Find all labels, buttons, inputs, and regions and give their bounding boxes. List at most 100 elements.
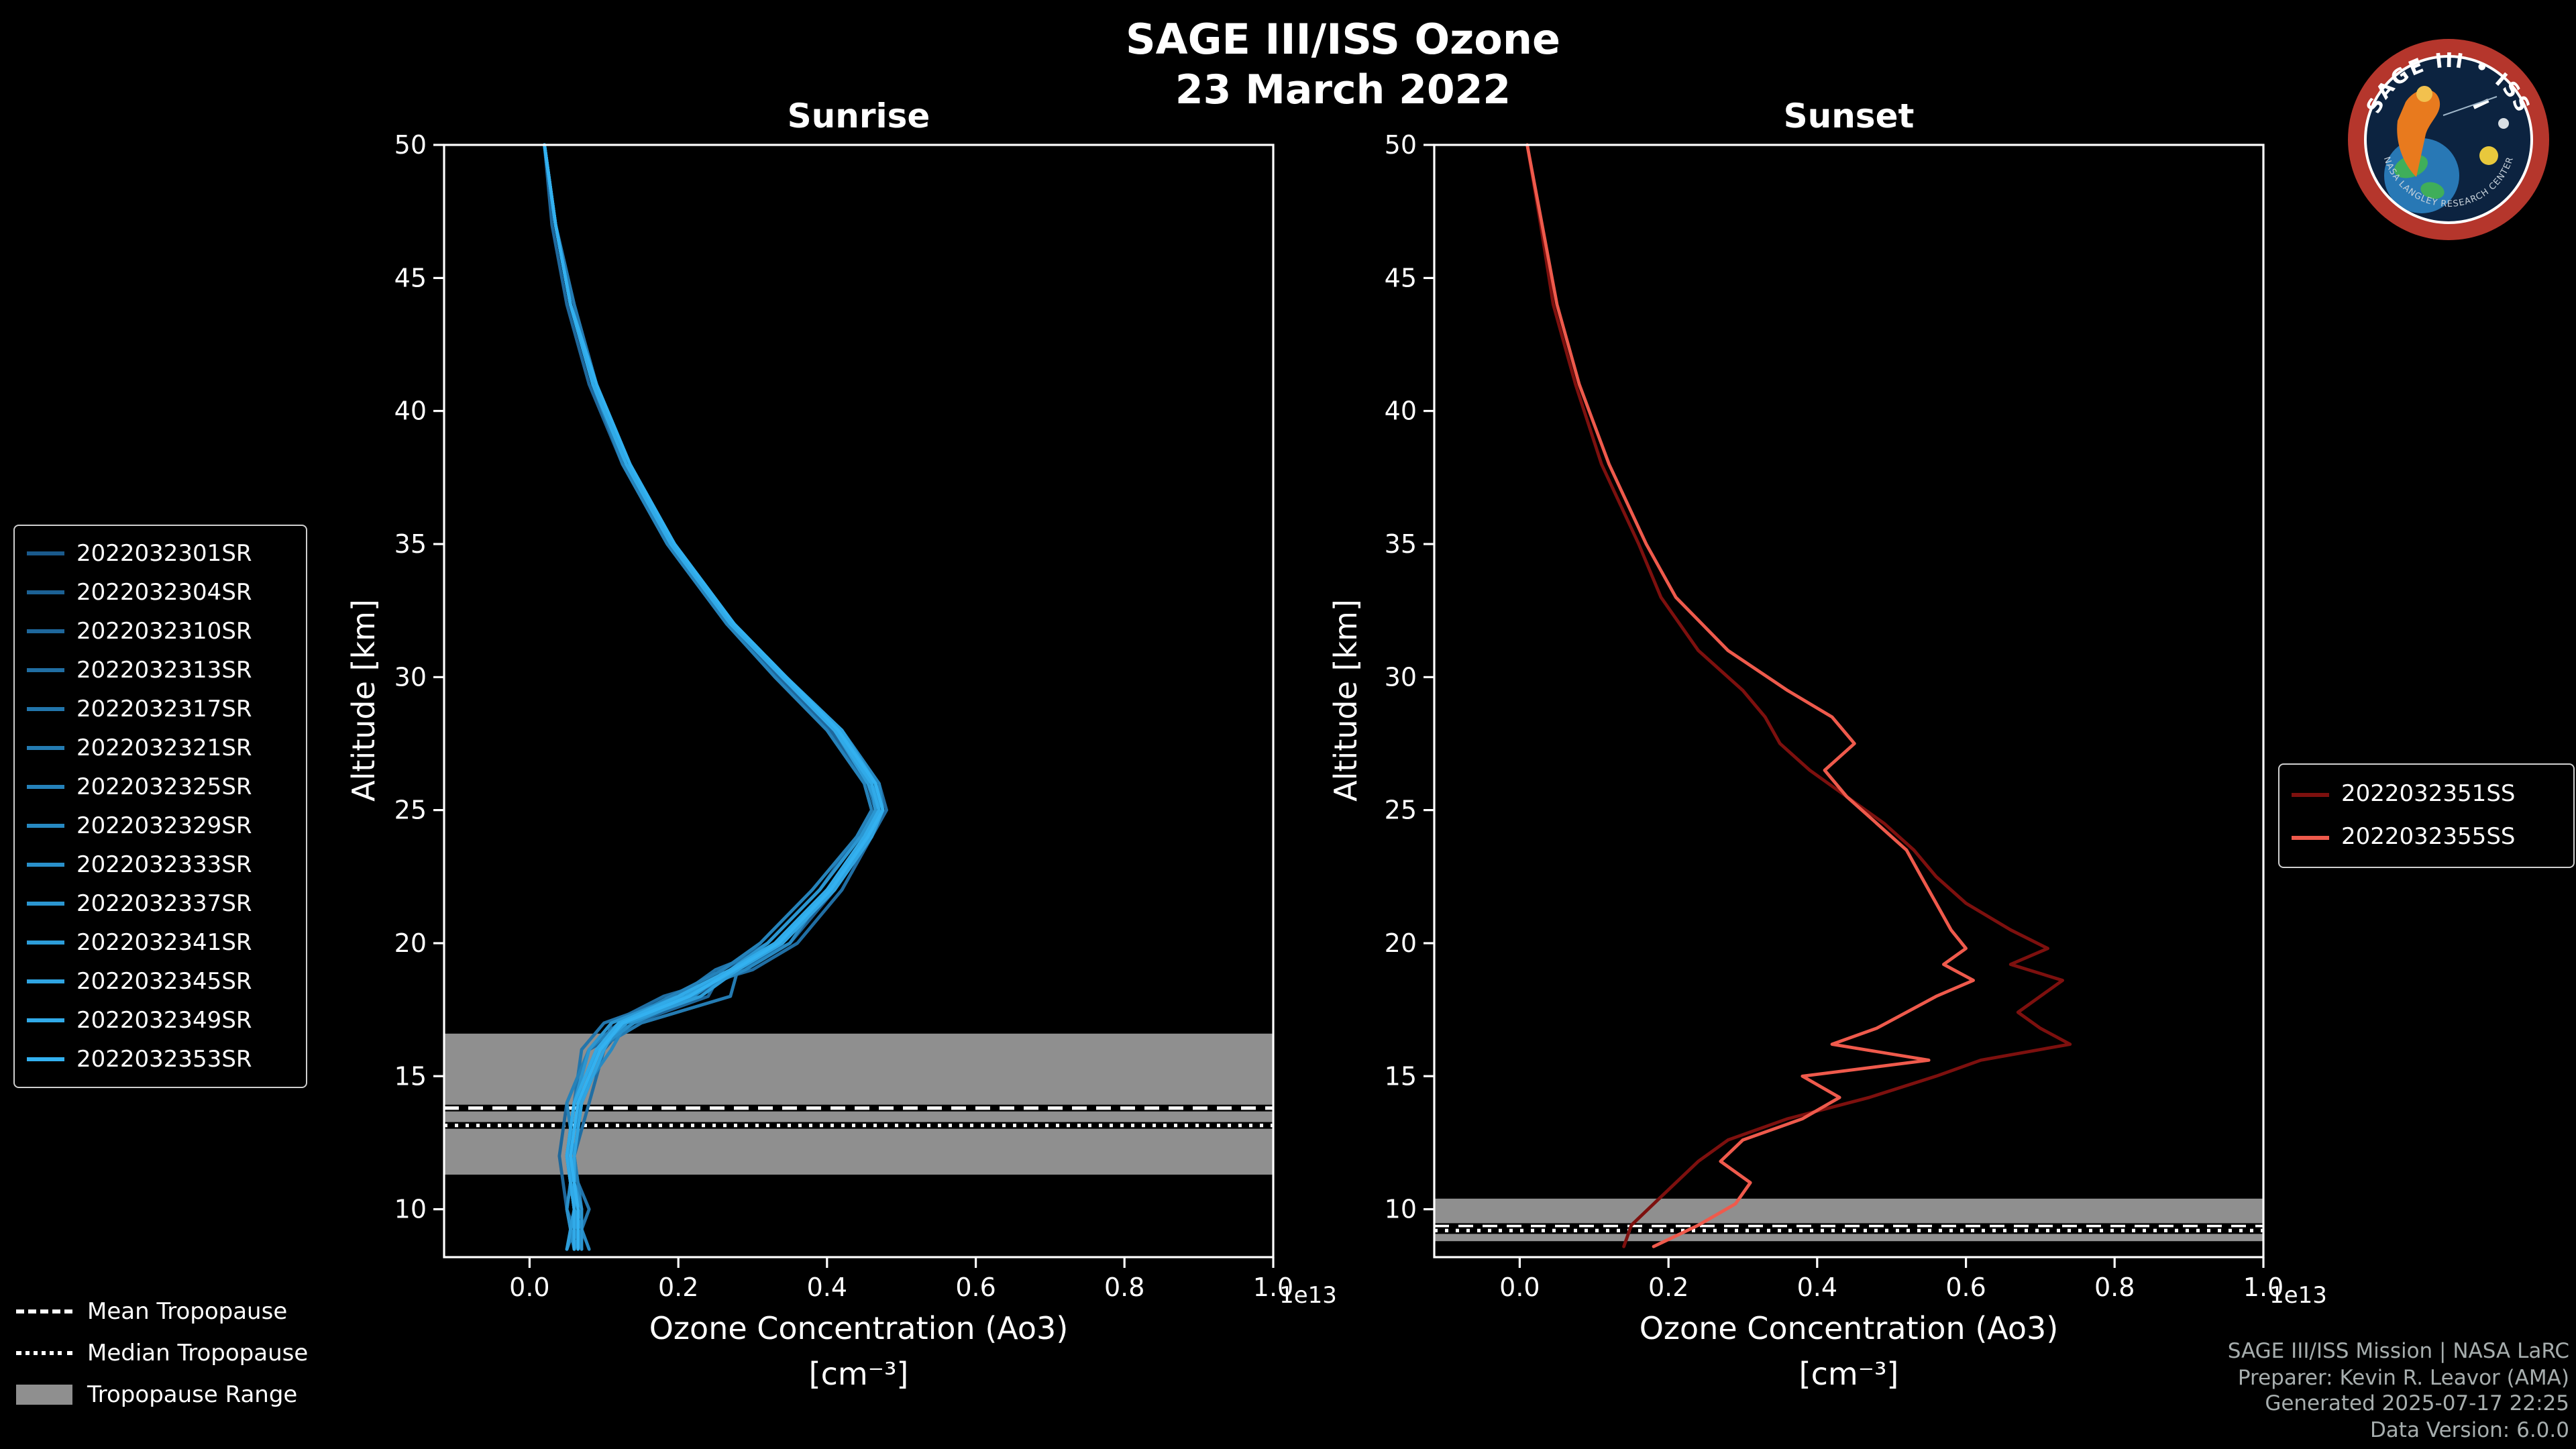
y-tick-label: 40 [394,396,427,426]
series-line-2022032353SR [543,143,885,1251]
y-tick-label: 40 [1385,396,1417,426]
moon-icon [2479,146,2498,165]
x-tick-label: 0.4 [807,1273,847,1302]
y-tick-label: 15 [1385,1061,1417,1091]
sunrise-legend: 2022032301SR 2022032304SR 2022032310SR 2022… [13,525,307,1088]
tropopause-range-band [1434,1198,2263,1242]
series-line-2022032325SR [543,143,873,1251]
legend-line-icon [27,863,64,867]
legend-item: 2022032353SR [27,1040,292,1079]
legend-line-icon [27,590,64,594]
credit-mission: SAGE III/ISS Mission | NASA LaRC [2227,1339,2569,1363]
legend-item: 2022032313SR [27,651,292,690]
legend-line-icon [27,551,64,555]
y-tick-label: 20 [1385,928,1417,958]
legend-line-icon [27,1057,64,1061]
logo-art [2384,86,2509,213]
x-tick-label: 0.6 [955,1273,996,1302]
figure-halo [2416,86,2432,102]
sage-figure [2397,89,2440,177]
legend-label: 2022032317SR [76,696,252,722]
x-tick-label: 0.6 [1945,1273,1986,1302]
x-axis-offset-sunrise: 1e13 [1279,1283,1337,1309]
legend-line-icon [27,1018,64,1022]
legend-item: 2022032310SR [27,612,292,651]
credit-preparer: Preparer: Kevin R. Leavor (AMA) [2237,1365,2569,1389]
legend-line-icon [27,979,64,983]
legend-line-icon [27,941,64,945]
legend-line-icon [27,902,64,906]
legend-label: 2022032341SR [76,929,252,956]
legend-item: 2022032304SR [27,573,292,612]
series-line-2022032349SR [543,143,881,1251]
legend-line-icon [27,707,64,711]
panel-sunrise: 0.0 0.2 0.4 0.6 0.8 1.0 10 15 20 25 30 35 40 45 50 [394,130,1294,1302]
series-line-2022032337SR [543,143,877,1251]
credits: SAGE III/ISS Mission | NASA LaRC Prepare… [2228,1339,2569,1444]
legend-item: 2022032349SR [27,1001,292,1040]
x-tick-label: 0.0 [1499,1273,1540,1302]
legend-item: 2022032355SS [2292,816,2560,859]
legend-label: 2022032349SR [76,1007,252,1034]
legend-label: 2022032304SR [76,579,252,606]
y-tick-label: 25 [1385,796,1417,825]
y-tick-label: 45 [1385,263,1417,292]
median-tropopause-label: Median Tropopause [87,1340,309,1366]
sunrise-panel-title: Sunrise [787,97,930,136]
x-axis-units-sunset: [cm⁻³] [1799,1358,1899,1393]
figure-title: SAGE III/ISS Ozone [1125,16,1561,64]
series-line-2022032355SS [1525,143,1975,1248]
legend-label: 2022032337SR [76,890,252,917]
x-tick-label: 1.0 [2243,1273,2284,1302]
x-tick-label: 0.4 [1797,1273,1837,1302]
legend-line-icon [27,785,64,789]
legend-line-icon [27,746,64,750]
legend-line-icon [27,629,64,633]
x-tick-label: 0.0 [509,1273,549,1302]
legend-item: 2022032329SR [27,806,292,845]
orbit-line [2443,96,2498,116]
legend-item: 2022032351SS [2292,773,2560,816]
legend-item: 2022032325SR [27,767,292,806]
y-tick-label: 50 [394,130,427,160]
figure-date: 23 March 2022 [1175,67,1511,114]
y-tick-label: 25 [394,796,427,825]
y-tick-label: 10 [394,1195,427,1224]
credit-generated: Generated 2025-07-17 22:25 [2265,1391,2569,1415]
axes-frame [443,144,1275,1258]
x-axis-label-sunrise: Ozone Concentration (Ao3) [649,1312,1069,1347]
tropopause-range-legend-item: Tropopause Range [16,1374,308,1415]
x-axis-label-sunset: Ozone Concentration (Ao3) [1639,1312,2059,1347]
x-tick-label: 0.2 [658,1273,698,1302]
x-tick-label: 0.8 [1104,1273,1144,1302]
legend-label: 2022032353SR [76,1046,252,1073]
x-axis-units-sunrise: [cm⁻³] [808,1358,909,1393]
legend-line-icon [27,668,64,672]
y-tick-label: 35 [1385,529,1417,559]
gray-band-icon [16,1385,72,1405]
x-axis-offset-sunset: 1e13 [2269,1283,2327,1309]
legend-line-icon [2292,835,2329,839]
legend-label: 2022032333SR [76,851,252,878]
y-tick-label: 15 [394,1061,427,1091]
mean-tropopause-legend-item: Mean Tropopause [16,1291,308,1332]
dotted-line-icon [16,1351,72,1355]
axes-frame [1433,144,2265,1258]
panel-sunset: 0.0 0.2 0.4 0.6 0.8 1.0 10 15 20 25 30 35 40 45 50 [1385,130,2284,1302]
legend-item: 2022032341SR [27,923,292,962]
y-tick-label: 20 [394,928,427,958]
y-tick-label: 45 [394,263,427,292]
legend-item: 2022032337SR [27,884,292,923]
legend-item: 2022032333SR [27,845,292,884]
legend-label: 2022032310SR [76,618,252,645]
x-tick-label: 0.8 [2094,1273,2135,1302]
legend-label: 2022032313SR [76,657,252,684]
mean-tropopause-label: Mean Tropopause [87,1298,288,1325]
sunset-panel-title: Sunset [1783,97,1915,136]
legend-label: 2022032351SS [2341,781,2516,808]
y-tick-label: 30 [394,662,427,692]
planet-icon [2498,118,2509,129]
legend-item: 2022032345SR [27,962,292,1001]
y-axis-label-sunset: Altitude [km] [1330,599,1364,802]
